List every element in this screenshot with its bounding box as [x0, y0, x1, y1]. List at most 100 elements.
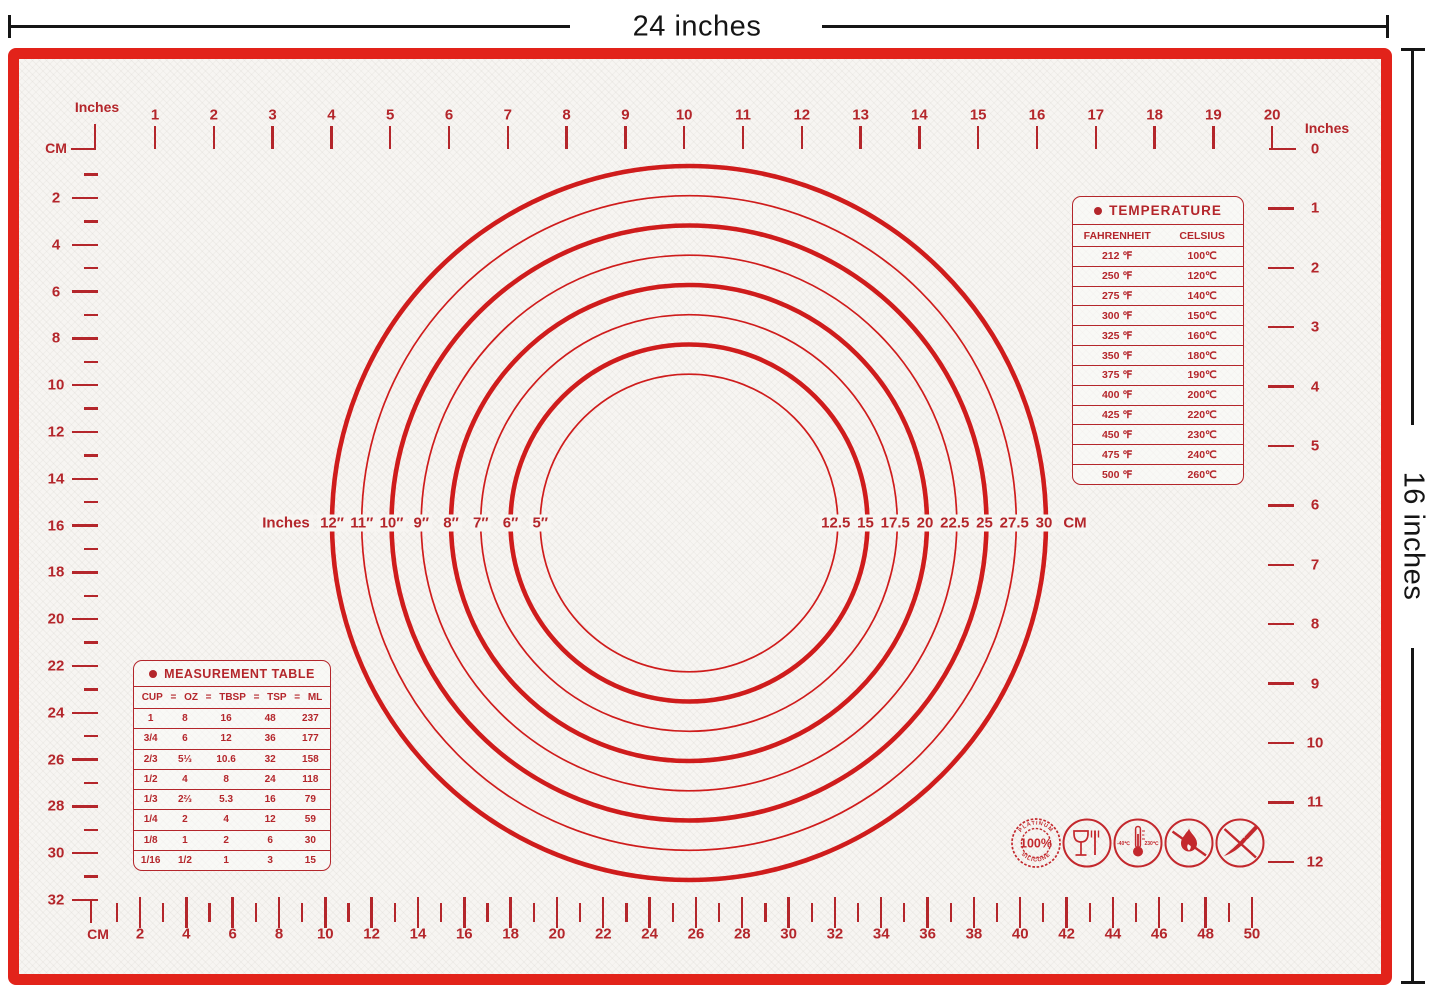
bottom-ruler-number: 46 — [1150, 925, 1168, 943]
temperature-table-title-text: TEMPERATURE — [1109, 203, 1222, 218]
temperature-row: 425 ℉ 220℃ — [1073, 406, 1243, 426]
measurement-cell: 4 — [182, 773, 188, 785]
right-ruler-tick — [1268, 207, 1294, 210]
right-ruler-tick — [1268, 623, 1294, 626]
bottom-ruler-tick-long — [1158, 897, 1161, 928]
left-ruler-tick-long — [72, 618, 98, 621]
left-ruler-tick-short — [84, 220, 98, 223]
bottom-left-cm-label: CM — [87, 926, 109, 942]
left-ruler-number: 10 — [47, 376, 65, 394]
left-ruler-tick-long — [72, 290, 98, 293]
bottom-ruler-tick-long — [741, 897, 744, 928]
top-ruler-tick — [741, 126, 745, 149]
top-ruler-number: 15 — [969, 106, 987, 124]
measurement-column-header: TSP — [267, 692, 287, 703]
temperature-cell: 375 ℉ — [1101, 369, 1133, 382]
left-ruler-number: 6 — [51, 283, 61, 301]
measurement-row: 2/3 5⅓ 10.6 32 158 — [134, 750, 330, 770]
left-ruler-tick-long — [72, 524, 98, 527]
top-left-inches-label: Inches — [74, 99, 120, 115]
measurement-cell: 3/4 — [143, 733, 158, 745]
top-ruler-number: 19 — [1205, 106, 1222, 124]
left-ruler-tick-long — [72, 337, 98, 340]
temperature-cell: 260℃ — [1187, 468, 1217, 481]
equals-separator: = — [253, 692, 260, 703]
circle-cm-label: 30 — [1032, 514, 1056, 532]
measurement-cell: 1 — [223, 854, 229, 866]
bottom-ruler-number: 40 — [1011, 925, 1029, 943]
bottom-ruler-tick-short — [254, 903, 257, 922]
bottom-ruler-number: 8 — [274, 925, 284, 943]
bottom-ruler-tick-short — [764, 903, 767, 922]
temperature-table: TEMPERATURE FAHRENHEIT CELSIUS 212 ℉ 100℃… — [1072, 196, 1244, 485]
circle-inch-label: 7″ — [469, 514, 492, 532]
temperature-row: 250 ℉ 120℃ — [1073, 267, 1243, 287]
bottom-ruler-tick-long — [972, 897, 976, 928]
top-ruler-tick — [1153, 126, 1156, 149]
measurement-table-title-text: MEASUREMENT TABLE — [164, 666, 315, 681]
left-ruler-tick-short — [84, 547, 98, 551]
bottom-ruler-tick-long — [416, 897, 420, 928]
bottom-ruler-tick-short — [1227, 903, 1230, 922]
circle-inch-label: 9″ — [410, 514, 433, 532]
left-ruler-tick-long — [72, 758, 98, 761]
temperature-cell: 240℃ — [1187, 448, 1217, 461]
measurement-cell: 1/4 — [143, 814, 158, 826]
top-ruler-tick — [859, 126, 862, 149]
height-dim-line-bottom — [1411, 648, 1414, 984]
bottom-ruler-number: 4 — [182, 925, 191, 943]
measurement-cell: 16 — [220, 713, 232, 725]
measurement-row: 1/8 1 2 6 30 — [134, 831, 330, 851]
temperature-row: 475 ℉ 240℃ — [1073, 445, 1243, 466]
measurement-cell: 2⅔ — [177, 794, 192, 806]
measurement-column-header: TBSP — [219, 692, 246, 703]
bottom-left-corner-vline — [90, 899, 93, 923]
measurement-cell: 12 — [220, 733, 232, 745]
measurement-cell: 30 — [304, 834, 316, 846]
temperature-row: 375 ℉ 190℃ — [1073, 366, 1243, 386]
measurement-cell: 12 — [264, 814, 276, 826]
temperature-cell: 300 ℉ — [1101, 309, 1133, 322]
bottom-ruler-tick-short — [1181, 903, 1184, 922]
circle-inch-label: 5″ — [529, 514, 552, 532]
bottom-ruler-number: 38 — [965, 925, 983, 943]
temperature-cell: 275 ℉ — [1101, 290, 1133, 303]
bottom-ruler-number: 10 — [316, 925, 334, 943]
bottom-ruler-tick-short — [301, 903, 304, 922]
bottom-ruler-tick-long — [694, 897, 698, 928]
top-ruler-tick — [1212, 126, 1215, 149]
bottom-ruler-tick-short — [903, 903, 906, 922]
temperature-cell: 200℃ — [1187, 389, 1217, 402]
measurement-cell: 1/2 — [143, 773, 158, 785]
no-open-flame-icon — [1164, 818, 1214, 868]
top-ruler-number: 3 — [268, 106, 277, 124]
top-right-inches-label: Inches — [1304, 120, 1350, 136]
temperature-cell: 180℃ — [1187, 349, 1217, 362]
bottom-ruler-tick-long — [138, 897, 142, 928]
bottom-ruler-tick-short — [579, 903, 582, 922]
measurement-row: 1/16 1/2 1 3 15 — [134, 851, 330, 870]
measurement-cell: 177 — [302, 733, 319, 745]
equals-separator: = — [294, 692, 301, 703]
top-ruler-tick — [389, 126, 392, 149]
bottom-ruler-number: 50 — [1243, 925, 1261, 943]
circle-cm-label: 25 — [973, 514, 996, 532]
top-ruler-number: 10 — [675, 106, 693, 124]
bottom-ruler-tick-short — [671, 903, 674, 922]
top-ruler-number: 11 — [735, 106, 751, 124]
temperature-cell: 160℃ — [1187, 329, 1217, 342]
left-ruler-number: 20 — [47, 610, 65, 628]
bottom-ruler-number: 36 — [919, 925, 936, 943]
left-ruler-number: 2 — [51, 189, 61, 207]
left-ruler-tick-short — [84, 688, 98, 691]
measurement-cell: 1 — [147, 713, 154, 725]
bottom-ruler-number: 22 — [594, 925, 612, 943]
top-ruler-tick — [683, 126, 686, 149]
circle-cm-label: 20 — [913, 514, 937, 532]
circle-inch-label: 8″ — [440, 514, 462, 532]
top-ruler-number: 9 — [621, 106, 630, 124]
top-ruler-number: 1 — [150, 106, 160, 124]
right-ruler-tick — [1268, 444, 1294, 448]
circle-inch-label: 6″ — [499, 514, 522, 532]
